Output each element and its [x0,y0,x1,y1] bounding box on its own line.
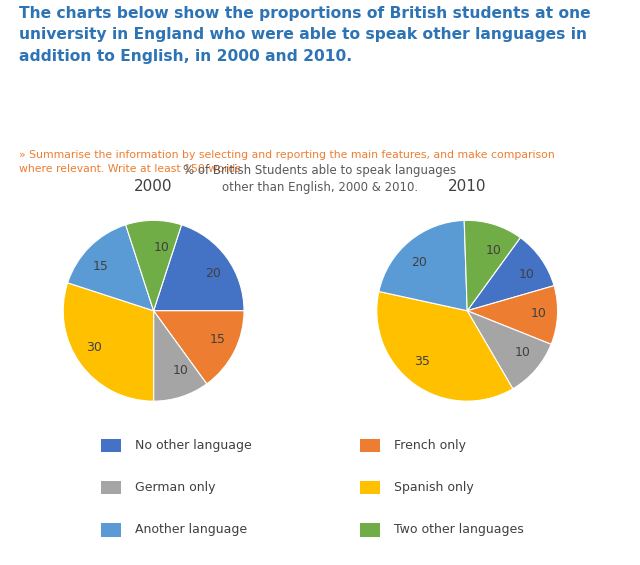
Text: The charts below show the proportions of British students at one
university in E: The charts below show the proportions of… [19,6,591,64]
Wedge shape [154,225,244,311]
Text: 10: 10 [531,307,547,320]
Text: Another language: Another language [135,523,247,536]
Title: 2010: 2010 [448,179,486,194]
Text: % of British Students able to speak languages
other than English, 2000 & 2010.: % of British Students able to speak lang… [184,164,456,194]
Text: 15: 15 [210,333,226,346]
Wedge shape [379,220,467,311]
FancyBboxPatch shape [360,481,380,494]
FancyBboxPatch shape [360,439,380,453]
FancyBboxPatch shape [101,523,122,537]
Wedge shape [154,311,244,384]
Text: 35: 35 [414,355,430,368]
Text: No other language: No other language [135,439,252,452]
Text: 20: 20 [205,267,221,280]
Text: 30: 30 [86,341,102,354]
Wedge shape [467,238,554,311]
Wedge shape [63,283,154,401]
Wedge shape [154,311,207,401]
FancyBboxPatch shape [101,481,122,494]
Text: 10: 10 [519,268,535,281]
Wedge shape [467,311,551,389]
Text: 10: 10 [515,346,531,359]
FancyBboxPatch shape [101,439,122,453]
Wedge shape [377,292,513,401]
Text: German only: German only [135,481,216,494]
Text: » Summarise the information by selecting and reporting the main features, and ma: » Summarise the information by selecting… [19,150,555,174]
Text: 15: 15 [93,259,109,272]
Title: 2000: 2000 [134,179,173,194]
FancyBboxPatch shape [360,523,380,537]
Wedge shape [467,286,557,344]
Text: Spanish only: Spanish only [394,481,474,494]
Wedge shape [464,220,520,311]
Text: 10: 10 [154,241,170,254]
Text: 10: 10 [486,244,502,257]
Wedge shape [68,225,154,311]
Text: Two other languages: Two other languages [394,523,524,536]
Text: 10: 10 [173,364,189,377]
Text: French only: French only [394,439,467,452]
Text: 20: 20 [411,255,427,268]
Wedge shape [125,220,182,311]
